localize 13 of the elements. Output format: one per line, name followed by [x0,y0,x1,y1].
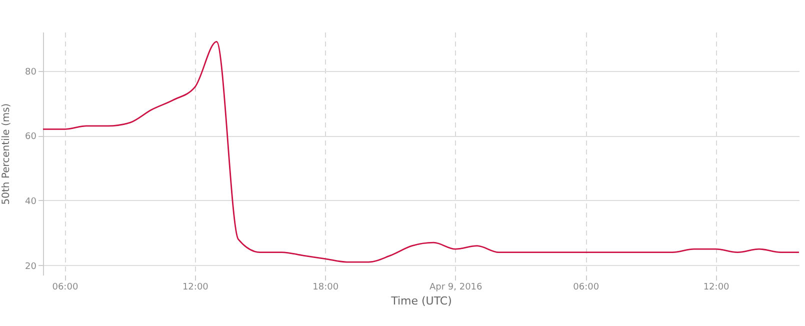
y-tick-label: 60 [25,132,37,142]
x-tick-label: 12:00 [182,282,209,292]
x-axis-title: Time (UTC) [390,294,452,308]
x-tick-label: 18:00 [312,282,339,292]
y-axis-title: 50th Percentile (ms) [1,103,12,205]
x-tick-label: Apr 9, 2016 [429,282,483,292]
y-tick-label: 40 [25,196,37,207]
x-tick-label: 06:00 [573,282,600,292]
x-tick-label: 06:00 [52,282,78,292]
y-tick-label: 20 [25,262,37,272]
x-tick-label: 12:00 [703,282,730,292]
y-tick-label: 80 [25,67,37,78]
line-series [42,41,800,263]
